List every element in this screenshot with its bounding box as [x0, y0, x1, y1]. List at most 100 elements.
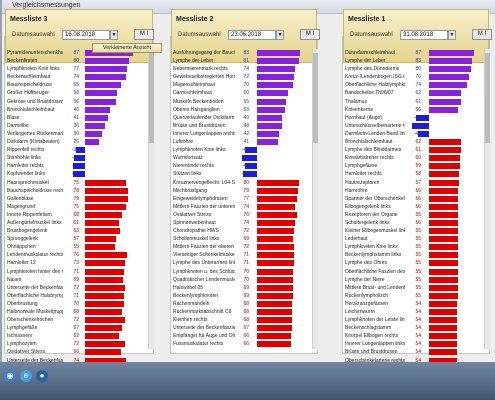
table-row[interactable]: Rippenfell rechts -33	[5, 146, 153, 154]
table-row[interactable]: Knieenkerne 56	[343, 106, 489, 114]
table-row[interactable]: Muskeln Beckenboden 55	[171, 98, 317, 106]
table-row[interactable]: Lymphe des Unterarmes links 71	[171, 259, 317, 267]
table-row[interactable]: Nierenrinde rechts-47	[171, 162, 317, 170]
table-row[interactable]: Bauchspeicheldrüse rechts 78	[5, 187, 153, 195]
table-row[interactable]: Thalamus 61	[343, 98, 489, 106]
table-row[interactable]: Harnröhre 56	[343, 187, 489, 195]
dropdown-arrow-icon[interactable]: ▼	[110, 30, 118, 40]
table-row[interactable]: Harnleiter 12 73	[5, 259, 153, 267]
table-row[interactable]: Lymphknoten Knie links-46	[171, 146, 317, 154]
table-row[interactable]: Lymphe des Dünndarms 80	[343, 65, 489, 73]
table-row[interactable]: Herzkranzgefässen 54	[343, 300, 489, 308]
table-row[interactable]: Innerer Lungenlappen rechts 42	[171, 130, 317, 138]
table-row[interactable]: Eingeweidelymphdrüsen 77	[171, 195, 317, 203]
table-row[interactable]: Oberflächliche Halsbrymphknoten 71	[5, 292, 153, 300]
table-row[interactable]: Magenschleimhaut 70	[171, 81, 317, 89]
table-row[interactable]: Oberschenkelrochen 72	[5, 316, 153, 324]
table-row[interactable]: Verlängertes Rückenmark 30	[5, 130, 153, 138]
table-row[interactable]: Lymphe des Ohres 55	[343, 259, 489, 267]
table-row[interactable]: Lymphozyten 72	[5, 340, 153, 348]
table-row[interactable]: Brüste und Brustdrüsen 54	[343, 348, 489, 356]
table-row[interactable]: Gekröse und Brustdrüsen 56	[5, 98, 153, 106]
table-row[interactable]: Gewebeselbstregierten Hormonsystem 72	[171, 73, 317, 81]
reduced-view-button[interactable]: Verkleinerte Ansicht	[92, 43, 162, 53]
table-row[interactable]: Blase 41	[5, 114, 153, 122]
table-row[interactable]: Mittlere Faszien der unteren Extremität 7…	[171, 203, 317, 211]
table-row[interactable]: Vierseitiger Schenkelmuskel links 71	[171, 251, 317, 259]
table-row[interactable]: Ohrläppchen 55	[5, 243, 153, 251]
table-row[interactable]: Halswirbel 05 69	[171, 284, 317, 292]
table-row[interactable]: Innerer Lungenlappen links 54	[343, 340, 489, 348]
table-row[interactable]: Halbnorwale Muskelgruppe 68	[5, 308, 153, 316]
table-row[interactable]: Kopfwender links-43	[5, 170, 153, 178]
table-row[interactable]: Lymphe der Niere 55	[343, 276, 489, 284]
dropdown-arrow-icon[interactable]: ▼	[276, 30, 284, 40]
table-row[interactable]: Bronchialschleimhaut 62	[343, 138, 489, 146]
table-row[interactable]: Kleiner Ellbogenmuskel links 55	[343, 227, 489, 235]
table-row[interactable]: Lymphknoten Knie links 55	[343, 243, 489, 251]
table-row[interactable]: Oberflächliche Halslymphknoten rechts 74	[343, 81, 489, 89]
table-row[interactable]: Hornhaut (Auge)-49	[343, 114, 489, 122]
date-field[interactable]: 31.08.2018	[400, 30, 448, 40]
table-row[interactable]: Unterschlüsselbeinarterie rechts-66	[343, 122, 489, 130]
table-row[interactable]: Harnleiter rechts-43	[5, 162, 153, 170]
table-row[interactable]: Oberes Halsganglion 53	[171, 106, 317, 114]
table-row[interactable]: Rückenmarksabschnitt C6 68	[171, 308, 317, 316]
date-field[interactable]: 16.08.2018	[62, 30, 110, 40]
table-row[interactable]: Schultergelenk links 56	[343, 219, 489, 227]
table-row[interactable]: Lymphgefässe 59	[343, 162, 489, 170]
table-row[interactable]: Hautrezeptoren 57	[343, 179, 489, 187]
table-row[interactable]: Oberflächliche Faszien des kleinen Becke…	[343, 268, 489, 276]
table-row[interactable]: Rezeptoren der Organe 55	[343, 211, 489, 219]
start-icon[interactable]: ◉	[4, 370, 16, 382]
table-row[interactable]: Außengürtelmuskel links 61	[5, 219, 153, 227]
table-row[interactable]: Haarsprechmuskel 75	[5, 179, 153, 187]
table-row[interactable]: Lymphknoten der Leiste links 54	[343, 316, 489, 324]
table-row[interactable]: Einwärtsdreher rechts 60	[343, 154, 489, 162]
table-row[interactable]: Großer Hüftbeuger 58	[5, 89, 153, 97]
table-row[interactable]: Unterseite der Beckenfaszie 67	[171, 324, 317, 332]
m-button[interactable]: M I	[134, 29, 154, 40]
table-row[interactable]: Dickdarm (Kreisbeuten) 25	[5, 138, 153, 146]
table-row[interactable]: Bauchspeicheldrüse 65	[5, 81, 153, 89]
table-row[interactable]: Chondropathie HWS 72	[171, 227, 317, 235]
browser-icon[interactable]: e	[20, 370, 32, 382]
table-row[interactable]: Rachenmandeln 68	[171, 300, 317, 308]
table-row[interactable]: Sprunggelenk 57	[5, 235, 153, 243]
table-row[interactable]: Oberbrustung 70	[5, 300, 153, 308]
table-row[interactable]: Nasen 69	[5, 276, 153, 284]
table-row[interactable]: Rückenlympholisch 55	[343, 292, 489, 300]
table-row[interactable]: Beckenschleimhaut 74	[5, 73, 153, 81]
table-row[interactable]: Lymphknoten u. des Schlüsselbeines links…	[171, 268, 317, 276]
table-row[interactable]: Lymphknoten Knie links 77	[5, 65, 153, 73]
table-row[interactable]: Lymphknoten hinter den Ohren 71	[5, 268, 153, 276]
scroll-thumb[interactable]	[149, 53, 154, 143]
table-row[interactable]: Milchbrustgang 79	[171, 187, 317, 195]
table-row[interactable]: Gallenblase 79	[5, 195, 153, 203]
table-row[interactable]: Bronchialschleimhaut 46	[5, 106, 153, 114]
table-row[interactable]: Unterseite der Beckenfaszie 74	[5, 357, 153, 365]
table-row[interactable]: Brustbogengelenk 63	[5, 227, 153, 235]
table-row[interactable]: Innere Rippenfelsen 68	[5, 211, 153, 219]
table-row[interactable]: Beckenlymphknoten 69	[171, 292, 317, 300]
scroll-thumb[interactable]	[485, 53, 490, 143]
table-row[interactable]: Beckenlymphstamm links 55	[343, 251, 489, 259]
scrollbar[interactable]	[484, 49, 490, 349]
table-row[interactable]: Spinnenwebenhaut 74	[171, 219, 317, 227]
table-row[interactable]: Harnleiter rechts 58	[343, 170, 489, 178]
table-row[interactable]: Spanner der Oberschenkelbinde links 56	[343, 195, 489, 203]
table-row[interactable]: Stützen links-53	[171, 170, 317, 178]
m-button[interactable]: M I	[472, 29, 492, 40]
table-row[interactable]: Lendenmuskulatur rechts 76	[5, 251, 153, 259]
table-row[interactable]: Darmbein-Lenden Band links-42	[343, 130, 489, 138]
table-row[interactable]: Ovalativer Stress 76	[171, 211, 317, 219]
scroll-thumb[interactable]	[313, 53, 318, 143]
table-row[interactable]: Bandscheibe Th06/07 62	[343, 89, 489, 97]
table-row[interactable]: Dünndarmschleimhaut 87	[343, 49, 489, 57]
table-row[interactable]: Ausführungsgang der Bauchspeicheldrüse 83	[171, 49, 317, 57]
table-row[interactable]: Beckenfirsten 80	[5, 57, 153, 65]
table-row[interactable]: Luftröhre 41	[171, 138, 317, 146]
table-row[interactable]: Mittlere Faszien der oberen Extremität 72	[171, 243, 317, 251]
scrollbar[interactable]	[312, 49, 318, 349]
table-row[interactable]: Mittlere Brust- und Lendenfaszien 55	[343, 284, 489, 292]
